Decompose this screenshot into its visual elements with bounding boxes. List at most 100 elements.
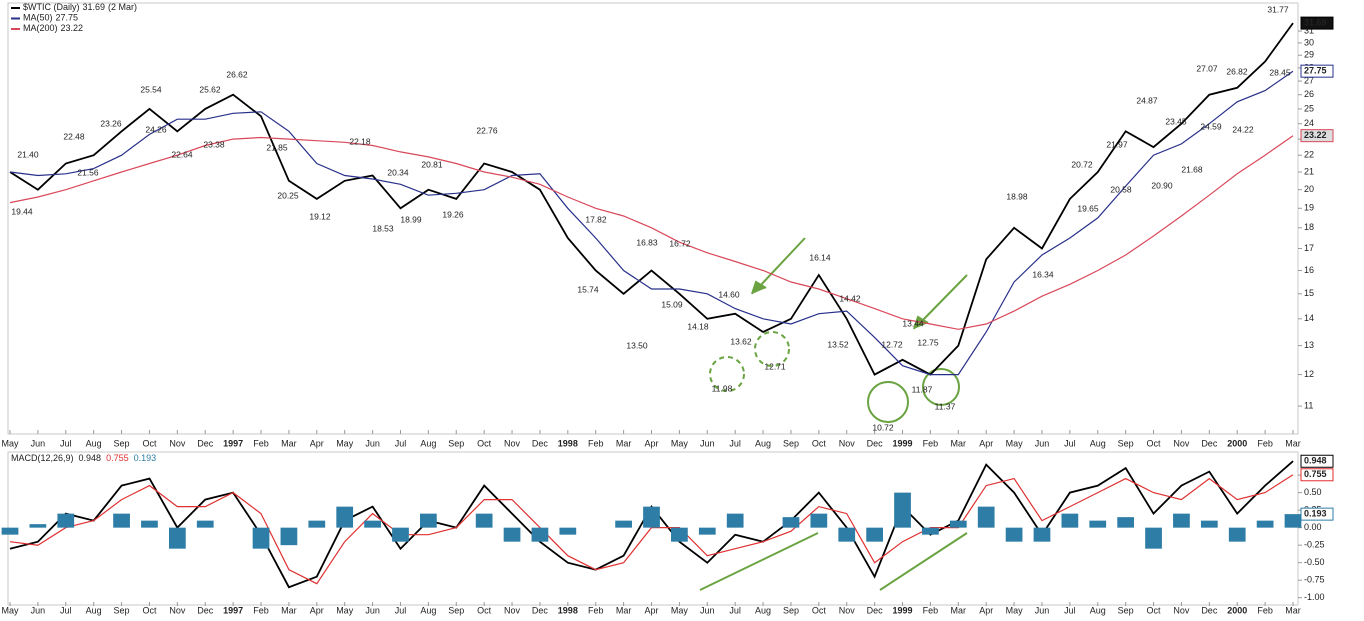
x-tick-label: Sep <box>448 438 464 448</box>
x-tick-label: Feb <box>588 605 604 615</box>
peak-label: 21.68 <box>1181 164 1203 174</box>
histogram-bar <box>141 520 158 528</box>
x-tick-label: May <box>336 605 354 615</box>
macd-legend-value: 0.755 <box>106 453 129 463</box>
last-value-box <box>1300 16 1334 30</box>
peak-label: 14.18 <box>687 321 709 331</box>
x-tick-label: Jul <box>1064 438 1076 448</box>
legend-value: 23.22 <box>61 23 84 33</box>
histogram-bar <box>1117 517 1135 528</box>
x-tick-label: Apr <box>644 605 658 615</box>
macd-legend: MACD(12,26,9) 0.948 0.755 0.193 <box>11 453 156 463</box>
histogram-bar <box>559 527 577 535</box>
y-tick-label: 0.00 <box>1304 522 1322 532</box>
histogram-bar <box>1033 527 1051 542</box>
x-tick-label: Dec <box>532 605 549 615</box>
last-value-box <box>1300 454 1334 468</box>
x-tick-label: Sep <box>1118 605 1134 615</box>
peak-label: 26.82 <box>1226 66 1248 76</box>
peak-label: 24.22 <box>1232 124 1254 134</box>
histogram-bar <box>503 527 521 542</box>
x-tick-label: Feb <box>1257 605 1273 615</box>
peak-label: 18.99 <box>400 214 422 224</box>
x-tick-label: Aug <box>86 438 102 448</box>
x-tick-label: Apr <box>310 605 324 615</box>
x-tick-label: Aug <box>755 605 771 615</box>
peak-label: 23.38 <box>203 139 225 149</box>
last-value-label: 0.948 <box>1304 456 1327 466</box>
y-tick-label: 16 <box>1304 265 1314 275</box>
x-tick-label: May <box>1 605 19 615</box>
peak-label: 13.62 <box>730 336 752 346</box>
histogram-bar <box>782 517 800 528</box>
arrow-head <box>913 315 929 330</box>
histogram-bar <box>726 513 744 528</box>
y-tick-label: 11 <box>1304 400 1313 410</box>
peak-label: 25.54 <box>140 84 162 94</box>
macd-title: MACD(12,26,9) <box>11 453 74 463</box>
x-tick-label: Apr <box>979 438 993 448</box>
peak-label: 21.40 <box>17 149 39 159</box>
peak-label: 31.77 <box>1267 4 1289 14</box>
peak-label: 16.83 <box>636 237 658 247</box>
x-tick-label: 1997 <box>223 605 243 615</box>
peak-label: 26.62 <box>226 69 248 79</box>
peak-label: 20.34 <box>387 167 409 177</box>
histogram-bar <box>252 527 270 549</box>
histogram-bar <box>57 513 75 528</box>
y-tick-label: 29 <box>1304 50 1314 60</box>
peak-label: 21.56 <box>77 167 99 177</box>
x-tick-label: Sep <box>114 438 130 448</box>
peak-label: 11.37 <box>935 401 956 411</box>
histogram-bar <box>1061 513 1079 528</box>
x-tick-label: Jun <box>31 605 46 615</box>
x-tick-label: 1999 <box>893 438 913 448</box>
x-tick-label: May <box>1006 438 1024 448</box>
peak-label: 19.26 <box>442 209 464 219</box>
x-tick-label: Mar <box>281 605 297 615</box>
y-tick-label: 14 <box>1304 313 1314 323</box>
y-tick-label: 12 <box>1304 369 1314 379</box>
histogram-bar <box>643 506 660 528</box>
x-tick-label: Jun <box>365 438 380 448</box>
legend-entry: $WTIC (Daily) 31.69 (2 Mar) <box>23 2 137 12</box>
y-tick-label: 31 <box>1304 25 1314 35</box>
arrow-head <box>751 280 767 295</box>
peak-label: 20.81 <box>421 159 443 169</box>
x-tick-label: Oct <box>142 605 157 615</box>
x-tick-label: Mar <box>616 605 632 615</box>
y-tick-label: 30 <box>1304 37 1314 47</box>
last-value-label: 0.755 <box>1304 469 1327 479</box>
peak-label: 23.26 <box>100 118 122 128</box>
x-tick-label: Dec <box>197 605 214 615</box>
peak-label: 13.52 <box>827 339 849 349</box>
peak-label: 11.98 <box>712 383 733 393</box>
y-tick-label: 15 <box>1304 288 1314 298</box>
x-tick-label: May <box>1 438 19 448</box>
peak-label: 22.48 <box>63 131 85 141</box>
peak-label: 17.82 <box>585 214 607 224</box>
x-tick-label: Mar <box>951 605 967 615</box>
peak-label: 21.85 <box>266 142 288 152</box>
x-tick-label: Mar <box>1285 438 1301 448</box>
peak-label: 11.87 <box>912 384 933 394</box>
x-tick-label: Jul <box>729 438 741 448</box>
last-value-label: 27.75 <box>1304 66 1327 76</box>
last-value-box <box>1300 507 1334 521</box>
x-tick-label: May <box>1006 605 1024 615</box>
peak-label: 22.64 <box>171 149 193 159</box>
legend-value: 31.69 <box>83 2 106 12</box>
series-line <box>9 460 1294 589</box>
y-tick-label: -0.50 <box>1304 557 1325 567</box>
x-tick-label: Jul <box>395 605 407 615</box>
histogram-bar <box>1005 527 1023 542</box>
y-tick-label: 13 <box>1304 340 1314 350</box>
x-tick-label: May <box>336 438 354 448</box>
histogram-bar <box>615 520 632 528</box>
x-tick-label: Sep <box>783 605 799 615</box>
peak-label: 25.62 <box>199 84 221 94</box>
peak-label: 20.58 <box>1110 184 1132 194</box>
x-tick-label: Nov <box>169 605 186 615</box>
x-tick-label: Aug <box>755 438 771 448</box>
